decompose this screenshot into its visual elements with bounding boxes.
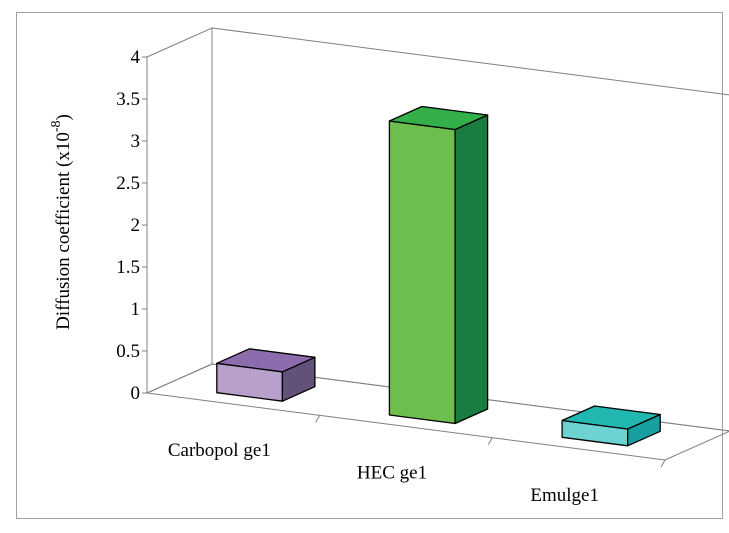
x-category-label: HEC ge1 xyxy=(357,463,427,484)
bar xyxy=(216,348,316,402)
y-axis-title-exponent: -8 xyxy=(49,120,64,132)
bar-front-face xyxy=(388,120,456,425)
y-tick-label: 1 xyxy=(131,299,141,320)
y-tick-label: 2 xyxy=(131,215,141,236)
x-tick-mark xyxy=(487,437,493,445)
bar xyxy=(388,105,489,425)
bar-top-face xyxy=(388,105,489,131)
x-tick-mark xyxy=(315,415,321,423)
y-tick-label: 2.5 xyxy=(116,173,140,194)
y-axis-title: Diffusion coefficient (x10-8) xyxy=(49,114,74,330)
x-axis-categories: Carbopol ge1 HEC ge1 Emulge1 xyxy=(168,440,599,506)
bar-top-face xyxy=(561,405,661,430)
y-tick-label: 1.5 xyxy=(116,257,140,278)
x-category-label: Carbopol ge1 xyxy=(168,440,271,461)
y-tick-label: 0.5 xyxy=(116,341,140,362)
bar xyxy=(561,405,661,447)
x-category-label: Emulge1 xyxy=(530,485,599,506)
y-tick-label: 4 xyxy=(131,47,141,68)
bar-top-face xyxy=(216,348,316,373)
y-tick-label: 3.5 xyxy=(116,89,140,110)
y-axis-title-main: Diffusion coefficient (x10 xyxy=(53,132,74,330)
y-axis-title-close: ) xyxy=(53,114,74,120)
bars xyxy=(216,105,661,447)
y-tick-label: 3 xyxy=(131,131,141,152)
y-axis-title-text: Diffusion coefficient (x10-8) xyxy=(49,114,74,330)
side-wall xyxy=(146,27,213,394)
x-tick-mark xyxy=(660,459,666,468)
bar-side-face xyxy=(454,114,489,425)
y-tick-label: 0 xyxy=(131,383,141,404)
y-axis-ticks: 0 0.5 1 1.5 2 2.5 3 3.5 4 xyxy=(116,47,666,468)
chart-frame xyxy=(16,12,723,519)
